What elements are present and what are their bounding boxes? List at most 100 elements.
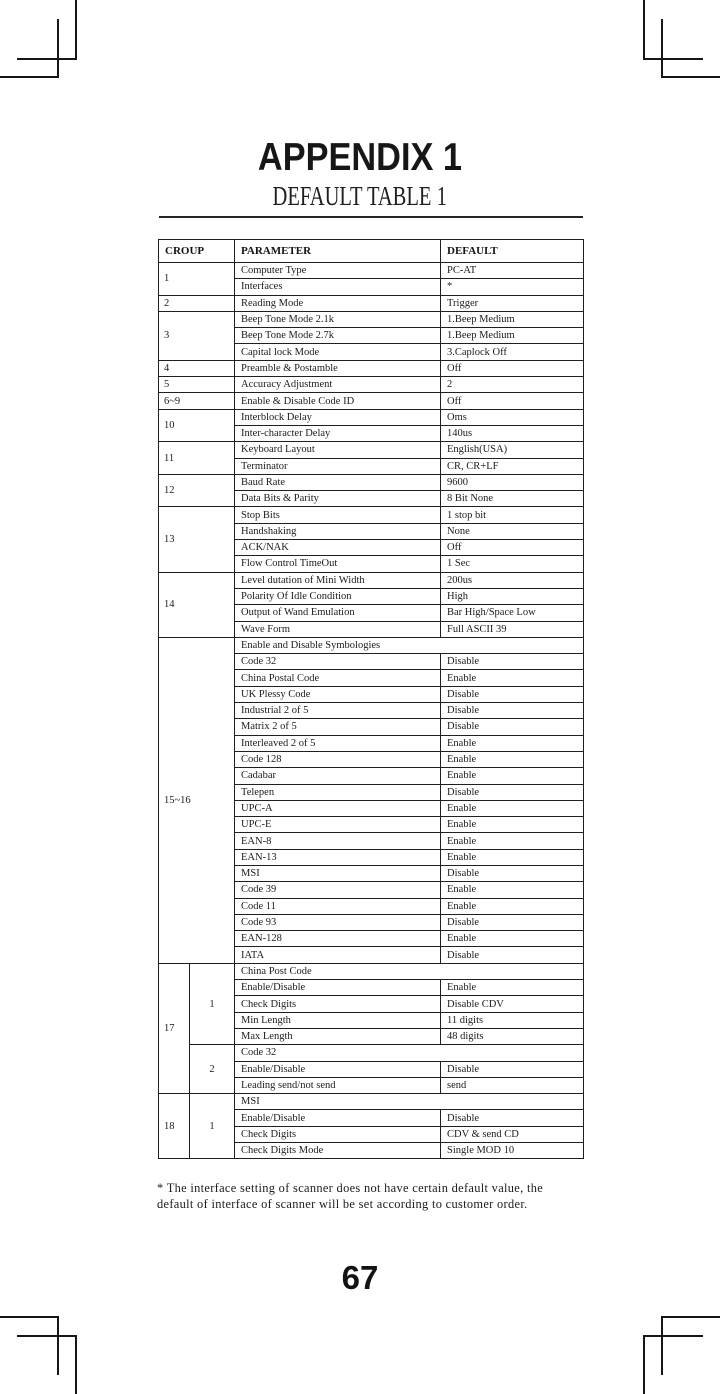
- footnote-line-1: * The interface setting of scanner does …: [157, 1181, 544, 1195]
- default-cell: Single MOD 10: [440, 1142, 585, 1160]
- group-label: 13: [157, 506, 236, 573]
- parameter-cell: Cadabar: [234, 767, 442, 785]
- parameter-cell: Enable & Disable Code ID: [234, 392, 442, 410]
- parameter-cell: Data Bits & Parity: [234, 490, 442, 508]
- table-row: 14 Level dutation of Mini Width 200us: [157, 571, 585, 638]
- table-row: UPC-A Enable: [159, 799, 585, 818]
- parameter-cell: IATA: [234, 946, 442, 964]
- table-row: Matrix 2 of 5 Disable: [159, 718, 585, 736]
- default-cell: 2: [440, 376, 585, 394]
- parameter-cell: Enable/Disable: [234, 1109, 442, 1127]
- default-cell: Off: [440, 539, 585, 557]
- parameter-cell: Output of Wand Emulation: [234, 604, 442, 622]
- parameter-cell: EAN-128: [234, 930, 442, 948]
- default-cell: send: [440, 1076, 585, 1095]
- parameter-cell: Flow Control TimeOut: [234, 555, 442, 573]
- group-label: 11: [157, 441, 236, 475]
- default-cell: Enable: [440, 930, 585, 948]
- default-cell: 1 Sec: [440, 555, 585, 573]
- table-row: Interfaces *: [159, 278, 585, 296]
- default-cell: High: [440, 587, 585, 606]
- table-row: 12 Baud Rate 9600: [157, 473, 585, 508]
- default-cell: Off: [440, 392, 585, 410]
- table-row: China Postal Code Enable: [159, 669, 585, 687]
- parameter-cell: Max Length: [234, 1027, 442, 1046]
- default-cell: Disable: [440, 1109, 585, 1127]
- parameter-cell: Min Length: [234, 1011, 442, 1029]
- parameter-cell: Computer Type: [234, 261, 442, 280]
- parameter-cell: Telepen: [234, 783, 442, 801]
- parameter-cell: Baud Rate: [234, 473, 442, 492]
- parameter-cell: Inter-character Delay: [234, 424, 442, 443]
- parameter-cell: Check Digits Mode: [234, 1142, 442, 1160]
- table-row: Code 39 Enable: [159, 881, 585, 899]
- subgroup-label: 1: [188, 1093, 236, 1160]
- default-cell: 200us: [440, 571, 585, 589]
- parameter-cell: EAN-8: [234, 832, 442, 850]
- default-cell: Disable: [440, 1060, 585, 1078]
- default-cell: 11 digits: [440, 1011, 585, 1029]
- default-cell: Enable: [440, 881, 585, 899]
- default-cell: CDV & send CD: [440, 1125, 585, 1144]
- parameter-cell: Check Digits: [234, 995, 442, 1013]
- parameter-cell: Interleaved 2 of 5: [234, 734, 442, 752]
- parameter-cell: Code 11: [234, 897, 442, 915]
- subgroup-label: 1: [188, 962, 236, 1046]
- default-cell: Enable: [440, 816, 585, 834]
- col-header-parameter: PARAMETER: [234, 239, 442, 263]
- table-row: Beep Tone Mode 2.7k 1.Beep Medium: [159, 327, 585, 345]
- default-cell: Oms: [440, 408, 585, 426]
- default-cell: 140us: [440, 424, 585, 443]
- default-cell: Enable: [440, 832, 585, 850]
- default-cell: 8 Bit None: [440, 490, 585, 508]
- default-cell: Enable: [440, 734, 585, 752]
- default-cell: Full ASCII 39: [440, 620, 585, 638]
- table-row: 18 1 MSI: [158, 1093, 585, 1160]
- table-row: Code 128 Enable: [159, 750, 585, 769]
- default-cell: Trigger: [440, 294, 585, 312]
- table-row: 5 Accuracy Adjustment 2: [157, 376, 585, 394]
- parameter-cell: Terminator: [234, 457, 442, 475]
- parameter-cell: Code 32: [234, 653, 442, 671]
- parameter-cell: China Postal Code: [234, 669, 442, 687]
- group-label: 6~9: [157, 392, 236, 410]
- default-cell: Enable: [440, 750, 585, 769]
- parameter-cell: MSI: [234, 1093, 585, 1111]
- parameter-cell: Interfaces: [234, 278, 442, 296]
- default-cell: CR, CR+LF: [440, 457, 585, 475]
- group-label: 17: [158, 962, 190, 1095]
- table-row: Code 32 Disable: [159, 653, 585, 671]
- default-cell: Off: [440, 359, 585, 378]
- table-body: 1 Computer Type PC-AT Interfaces * 2 Reading M…: [157, 261, 585, 1160]
- parameter-cell: Matrix 2 of 5: [234, 718, 442, 736]
- parameter-cell: Keyboard Layout: [234, 441, 442, 459]
- table-row: Max Length 48 digits: [159, 1027, 585, 1046]
- parameter-cell: Level dutation of Mini Width: [234, 571, 442, 589]
- parameter-cell: Interblock Delay: [234, 408, 442, 426]
- parameter-cell: Capital lock Mode: [234, 343, 442, 361]
- parameter-cell: Accuracy Adjustment: [234, 376, 442, 394]
- parameter-cell: Beep Tone Mode 2.7k: [234, 327, 442, 345]
- parameter-cell: China Post Code: [234, 962, 585, 981]
- table-row: 6~9 Enable & Disable Code ID Off: [157, 392, 585, 410]
- default-cell: Bar High/Space Low: [440, 604, 585, 622]
- table-row: UPC-E Enable: [159, 816, 585, 834]
- default-cell: English(USA): [440, 441, 585, 459]
- parameter-cell: Preamble & Postamble: [234, 359, 442, 378]
- table-row: Interleaved 2 of 5 Enable: [159, 734, 585, 752]
- parameter-cell: UK Plessy Code: [234, 685, 442, 704]
- parameter-cell: UPC-E: [234, 816, 442, 834]
- page-subtitle-text: DEFAULT TABLE 1: [272, 181, 448, 211]
- col-header-default: DEFAULT: [440, 239, 585, 263]
- crop-mark-top-left: [0, 0, 77, 78]
- page-title: APPENDIX 1: [0, 138, 720, 178]
- col-header-group: CROUP: [157, 239, 236, 263]
- parameter-cell: Handshaking: [234, 522, 442, 541]
- parameter-cell: Code 39: [234, 881, 442, 899]
- page-title-text: APPENDIX 1: [257, 136, 463, 179]
- title-rule: [159, 216, 583, 218]
- default-cell: Disable: [440, 864, 585, 883]
- default-table: CROUP PARAMETER DEFAULT 1 Computer Type PC…: [157, 239, 585, 1160]
